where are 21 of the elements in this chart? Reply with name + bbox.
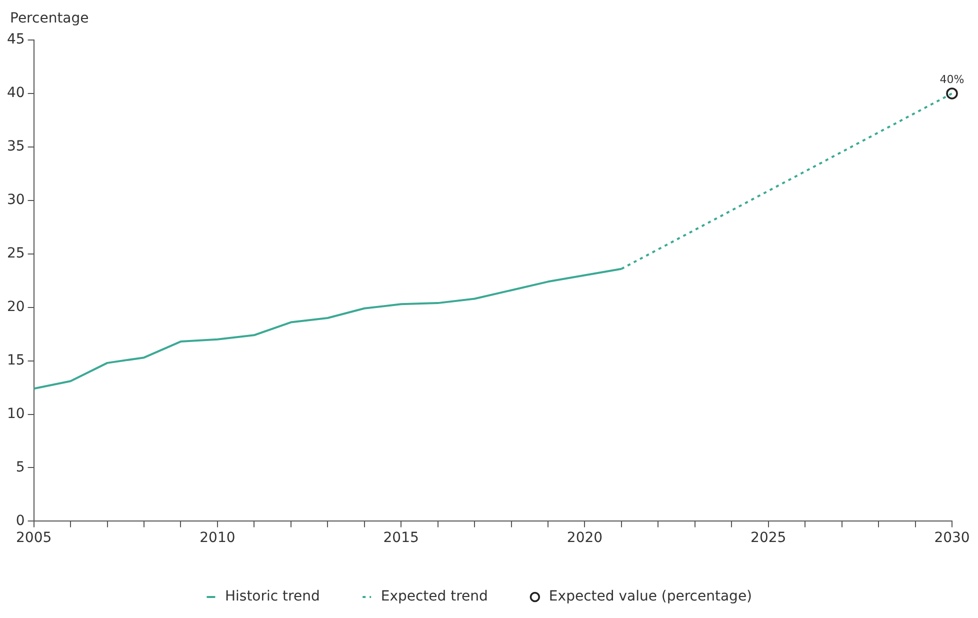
y-tick-label: 15 [6,352,25,368]
y-tick-label: 35 [6,138,25,155]
legend-label: Expected trend [380,588,488,605]
x-tick-label: 2015 [383,530,419,546]
y-tick-label: 25 [6,246,25,262]
y-tick-label: 30 [6,192,25,208]
legend-label: Historic trend [224,588,320,605]
x-tick-label: 2020 [566,530,603,546]
y-tick-label: 10 [6,406,25,422]
y-tick-label: 0 [16,512,25,529]
y-axis-title: Percentage [10,10,89,27]
y-tick-label: 40 [6,85,25,102]
data-label: 40% [940,72,964,86]
y-tick-label: 20 [6,298,25,315]
x-tick-label: 2030 [934,530,970,546]
legend-label: Expected value (percentage) [548,588,752,605]
y-tick-label: 5 [16,459,25,476]
x-tick-label: 2010 [200,530,236,546]
x-tick-label: 2025 [750,530,786,546]
y-tick-label: 45 [6,32,25,48]
x-tick-label: 2005 [16,530,52,546]
